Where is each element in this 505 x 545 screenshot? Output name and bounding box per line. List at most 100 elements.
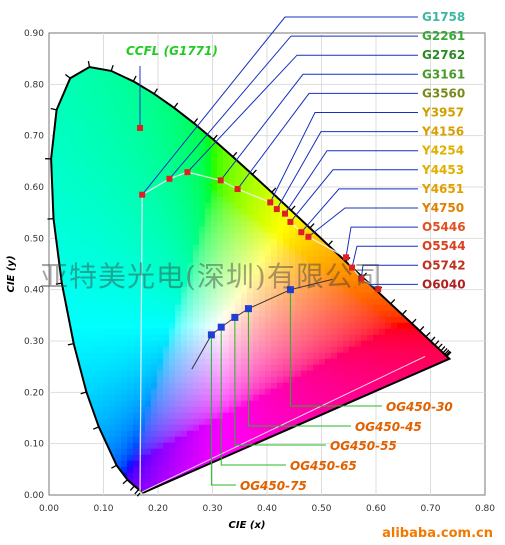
gamut-cell [235, 292, 242, 300]
gamut-cell [79, 154, 86, 162]
gamut-cell [139, 178, 146, 186]
gamut-cell [151, 370, 158, 378]
gamut-cell [151, 394, 158, 402]
gamut-cell [97, 238, 104, 246]
gamut-cell [187, 454, 194, 462]
gamut-cell [217, 226, 224, 234]
gamut-cell [163, 388, 170, 396]
gamut-cell [97, 178, 104, 186]
gamut-cell [133, 460, 140, 468]
gamut-cell [85, 166, 92, 174]
gamut-cell [121, 334, 128, 342]
gamut-cell [163, 364, 170, 372]
gamut-cell [271, 400, 278, 408]
gamut-cell [109, 238, 116, 246]
gamut-cell [133, 376, 140, 384]
gamut-cell [427, 352, 434, 360]
gamut-cell [97, 412, 104, 420]
gamut-cell [169, 310, 176, 318]
gamut-cell [145, 274, 152, 282]
gamut-cell [139, 166, 146, 174]
gamut-cell [109, 154, 116, 162]
gamut-cell [79, 262, 86, 270]
gamut-cell [79, 148, 86, 156]
gamut-cell [103, 226, 110, 234]
gamut-cell [289, 310, 296, 318]
gamut-cell [385, 316, 392, 324]
gamut-cell [241, 436, 248, 444]
gamut-cell [145, 256, 152, 264]
gamut-cell [67, 238, 74, 246]
gamut-cell [229, 412, 236, 420]
gamut-cell [319, 322, 326, 330]
gamut-cell [253, 394, 260, 402]
gamut-cell [181, 292, 188, 300]
gamut-cell [235, 304, 242, 312]
gamut-cell [313, 400, 320, 408]
gamut-cell [115, 382, 122, 390]
gamut-cell [325, 352, 332, 360]
gamut-cell [217, 298, 224, 306]
gamut-cell [109, 448, 116, 456]
gamut-cell [169, 412, 176, 420]
gamut-cell [103, 400, 110, 408]
gamut-cell [109, 142, 116, 150]
gamut-cell [265, 364, 272, 372]
gamut-cell [199, 208, 206, 216]
gamut-cell [67, 100, 74, 108]
gamut-cell [265, 256, 272, 264]
gamut-cell [139, 478, 146, 486]
gamut-cell [193, 334, 200, 342]
gamut-cell [211, 418, 218, 426]
gamut-cell [121, 184, 128, 192]
gamut-cell [61, 208, 68, 216]
gamut-cell [283, 346, 290, 354]
gamut-cell [193, 310, 200, 318]
gamut-cell [367, 358, 374, 366]
gamut-cell [241, 220, 248, 228]
gamut-cell [163, 124, 170, 132]
gamut-cell [145, 178, 152, 186]
gamut-cell [103, 250, 110, 258]
gamut-cell [73, 322, 80, 330]
gamut-cell [355, 316, 362, 324]
gamut-cell [121, 388, 128, 396]
gamut-cell [91, 268, 98, 276]
gamut-cell [319, 406, 326, 414]
gamut-cell [115, 124, 122, 132]
gamut-cell [211, 244, 218, 252]
gamut-cell [229, 262, 236, 270]
gamut-cell [205, 406, 212, 414]
gamut-cell [331, 256, 338, 264]
gamut-cell [331, 304, 338, 312]
gamut-cell [133, 196, 140, 204]
gamut-cell [409, 364, 416, 372]
gamut-cell [211, 454, 218, 462]
gamut-cell [211, 160, 218, 168]
gamut-cell [151, 448, 158, 456]
gamut-cell [67, 166, 74, 174]
gamut-cell [67, 220, 74, 228]
gamut-cell [379, 352, 386, 360]
gamut-cell [163, 136, 170, 144]
gamut-cell [103, 262, 110, 270]
gamut-cell [229, 400, 236, 408]
gamut-cell [211, 142, 218, 150]
gamut-cell [313, 250, 320, 258]
gamut-cell [103, 310, 110, 318]
gamut-cell [187, 232, 194, 240]
gamut-cell [97, 280, 104, 288]
gamut-cell [367, 340, 374, 348]
gamut-cell [67, 160, 74, 168]
gamut-cell [343, 334, 350, 342]
gamut-cell [103, 406, 110, 414]
gamut-cell [301, 340, 308, 348]
gamut-cell [355, 376, 362, 384]
gamut-cell [265, 328, 272, 336]
gamut-cell [133, 148, 140, 156]
gamut-cell [301, 382, 308, 390]
gamut-cell [325, 376, 332, 384]
gamut-cell [379, 298, 386, 306]
gamut-cell [85, 370, 92, 378]
gamut-cell [199, 154, 206, 162]
